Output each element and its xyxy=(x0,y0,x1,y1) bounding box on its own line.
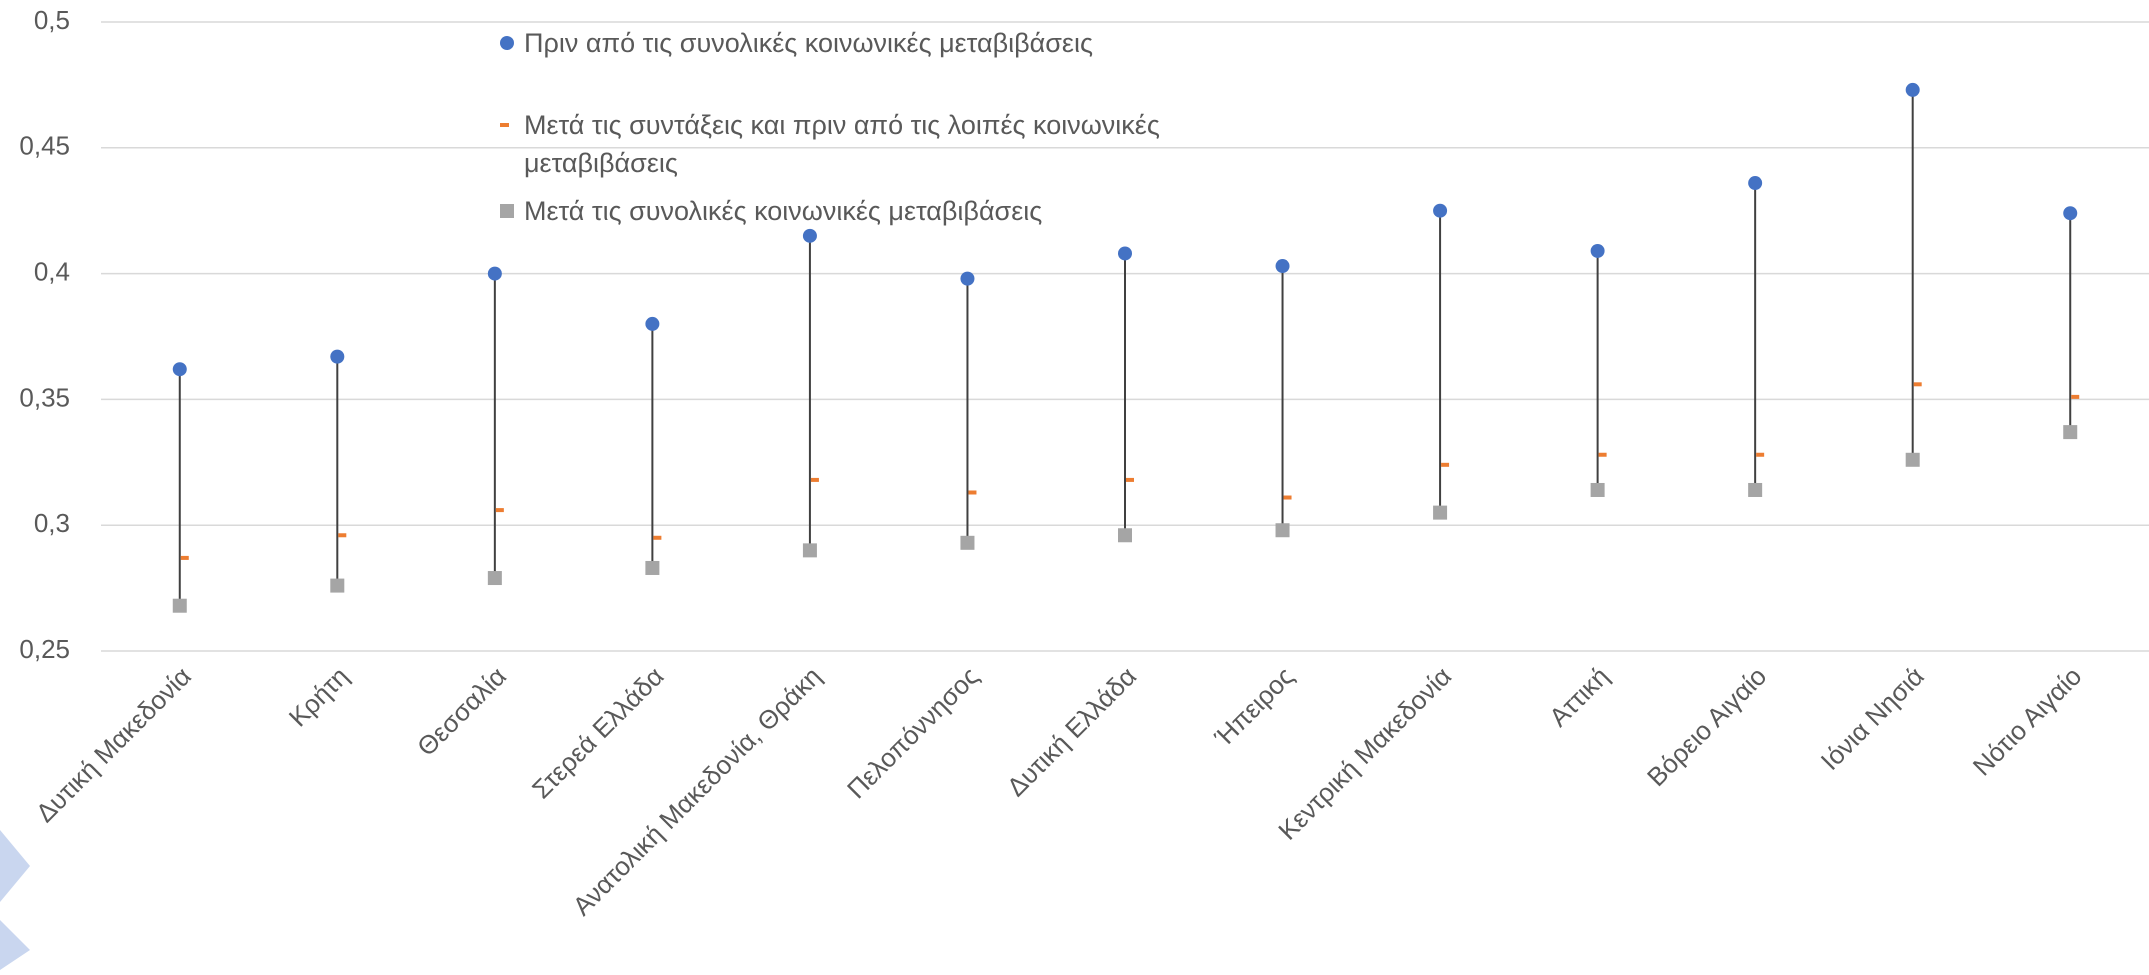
legend-label: Πριν από τις συνολικές κοινωνικές μεταβι… xyxy=(524,28,1093,58)
dot xyxy=(2063,206,2078,221)
legend: Πριν από τις συνολικές κοινωνικές μεταβι… xyxy=(500,24,1240,240)
x-tick-label: Δυτική Μακεδονία xyxy=(30,661,197,828)
x-tick-label: Δυτική Ελλάδα xyxy=(1001,661,1142,802)
dot xyxy=(1590,243,1605,258)
dash xyxy=(653,535,662,540)
dot xyxy=(1905,82,1920,97)
dash xyxy=(1756,452,1765,457)
y-tick-label: 0,5 xyxy=(34,5,70,35)
dash xyxy=(1126,477,1134,482)
x-tick-label: Κρήτη xyxy=(283,661,355,733)
legend-label: Μετά τις συντάξεις και πριν από τις λοιπ… xyxy=(524,110,1160,178)
square xyxy=(1748,482,1763,497)
x-tick-label: Κεντρική Μακεδονία xyxy=(1272,661,1457,846)
dot xyxy=(172,362,187,377)
dot xyxy=(330,349,345,364)
y-tick-label: 0,25 xyxy=(19,634,70,664)
y-tick-label: 0,3 xyxy=(34,508,70,538)
x-tick-label: Βόρειο Αιγαίο xyxy=(1641,661,1772,792)
y-tick-label: 0,45 xyxy=(19,131,70,161)
dash xyxy=(1441,462,1450,467)
dash xyxy=(1283,495,1292,500)
y-tick-label: 0,4 xyxy=(34,256,70,286)
legend-swatch xyxy=(500,204,514,218)
dot xyxy=(802,228,817,243)
square xyxy=(330,578,345,593)
dash xyxy=(1913,382,1922,387)
square xyxy=(172,598,187,613)
legend-label: Μετά τις συνολικές κοινωνικές μεταβιβάσε… xyxy=(524,196,1043,226)
dot xyxy=(1118,246,1132,261)
square xyxy=(1590,482,1605,497)
x-tick-label: Θεσσαλία xyxy=(411,661,512,762)
legend-swatch xyxy=(500,123,509,127)
legend-entry: Μετά τις συνολικές κοινωνικές μεταβιβάσε… xyxy=(500,192,1240,230)
dot xyxy=(487,266,502,281)
x-tick-label: Πελοπόννησος xyxy=(841,661,985,805)
x-tick-label: Ήπειρος xyxy=(1208,661,1300,753)
x-tick-label: Ιόνια Νησιά xyxy=(1815,661,1930,776)
square xyxy=(645,560,660,575)
legend-swatch xyxy=(500,36,514,50)
square xyxy=(2063,425,2078,440)
dash xyxy=(810,477,819,482)
square xyxy=(1275,523,1290,538)
x-tick-label: Νότιο Αιγαίο xyxy=(1967,661,2088,782)
decoration xyxy=(0,830,30,902)
legend-entry: Πριν από τις συνολικές κοινωνικές μεταβι… xyxy=(500,24,1240,62)
dash xyxy=(338,533,347,538)
decoration xyxy=(0,920,30,970)
x-tick-label: Στερεά Ελλάδα xyxy=(526,661,669,804)
square xyxy=(802,543,817,558)
dot xyxy=(1748,176,1763,191)
dash xyxy=(968,490,977,495)
dash xyxy=(1598,452,1607,457)
x-tick-label: Αττική xyxy=(1543,661,1615,733)
dot xyxy=(1275,259,1290,274)
square xyxy=(1433,505,1448,520)
square xyxy=(1118,528,1132,543)
square xyxy=(960,535,975,550)
square xyxy=(487,571,502,586)
dot xyxy=(960,271,975,286)
dash xyxy=(180,555,189,560)
square xyxy=(1905,452,1920,467)
legend-entry: Μετά τις συντάξεις και πριν από τις λοιπ… xyxy=(500,106,1240,182)
dot xyxy=(1433,203,1448,218)
y-tick-label: 0,35 xyxy=(19,382,70,412)
x-tick-label: Ανατολική Μακεδονία, Θράκη xyxy=(567,661,827,921)
dash xyxy=(2071,394,2080,399)
dash xyxy=(495,508,504,513)
dot xyxy=(645,316,660,331)
